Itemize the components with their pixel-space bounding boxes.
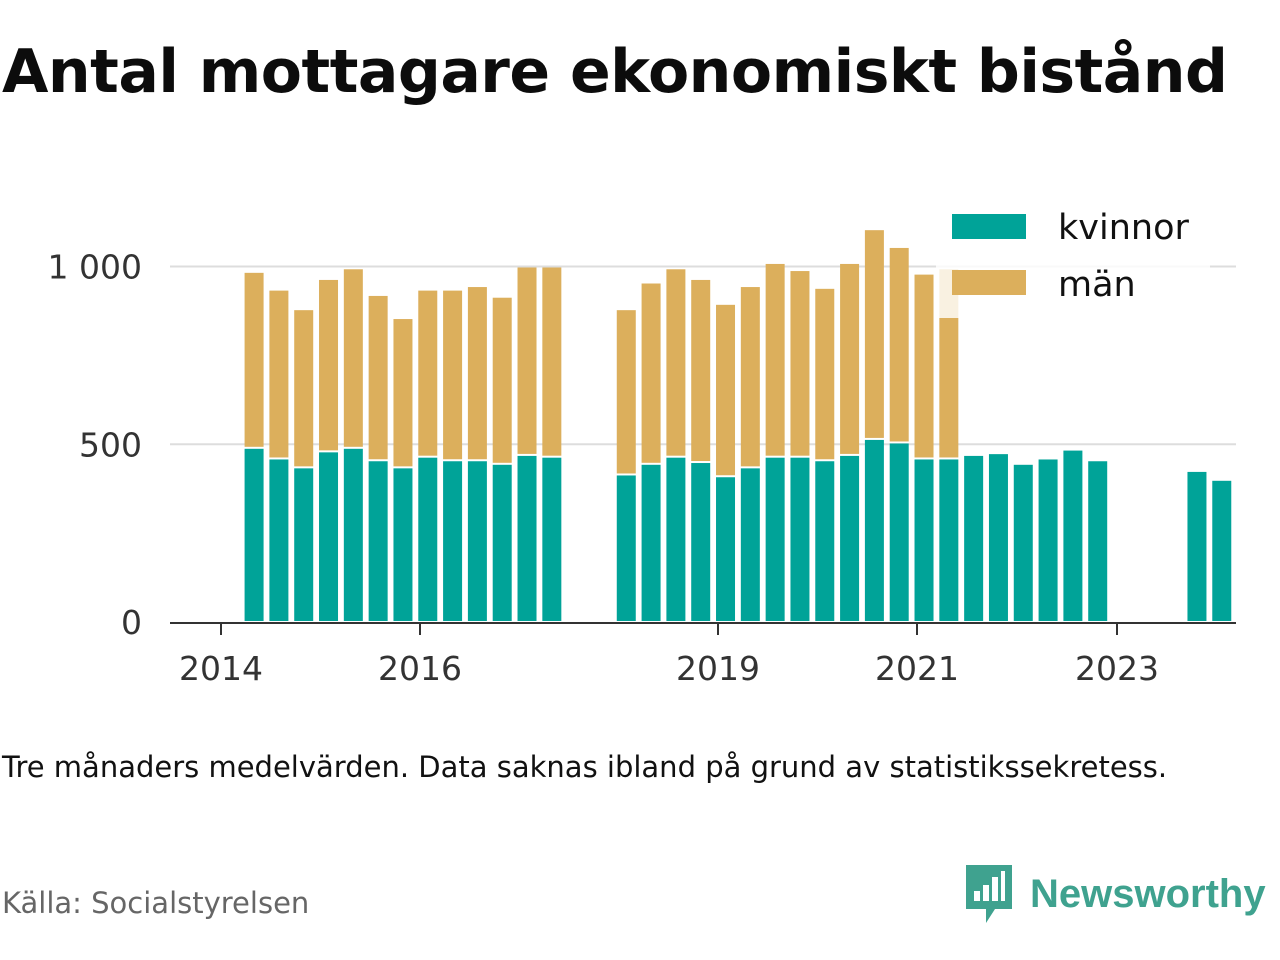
bar-man (765, 263, 785, 456)
legend-swatch-man (952, 270, 1026, 295)
bar-man (641, 283, 661, 463)
bar-man (343, 269, 363, 447)
bar-kvinnor (492, 464, 512, 621)
bar-man (840, 263, 860, 454)
x-tick-label: 2021 (875, 649, 959, 688)
bar-kvinnor (889, 443, 909, 621)
bar-man (319, 279, 339, 451)
bar-man (716, 304, 736, 476)
bar-kvinnor (864, 439, 884, 621)
bar-kvinnor (815, 461, 835, 621)
bar-kvinnor (343, 448, 363, 621)
axes: 0 500 1 000 2014 2016 2019 2021 2023 (48, 248, 1236, 688)
bar-kvinnor (517, 455, 537, 621)
bar-man (691, 279, 711, 462)
bar-kvinnor (244, 448, 264, 621)
bar-man (740, 287, 760, 467)
bar-kvinnor (939, 459, 959, 621)
bar-kvinnor (616, 475, 636, 621)
bar-kvinnor (467, 461, 487, 621)
bar-kvinnor (691, 463, 711, 621)
y-tick-label: 1 000 (48, 248, 142, 287)
bar-kvinnor (716, 477, 736, 621)
bar-kvinnor (319, 452, 339, 621)
bar-man (443, 290, 463, 460)
bar-man (542, 267, 562, 456)
bar-kvinnor (393, 468, 413, 621)
bar-kvinnor (790, 457, 810, 621)
bar-man (492, 297, 512, 463)
bar-kvinnor (418, 457, 438, 621)
legend-label-man: män (1058, 265, 1136, 305)
bar-man (666, 269, 686, 456)
bar-man (418, 290, 438, 456)
bar-man (517, 267, 537, 454)
source-label: Källa: Socialstyrelsen (2, 886, 310, 920)
bar-man (790, 271, 810, 456)
bar-man (368, 295, 388, 460)
x-tick-label: 2019 (676, 649, 760, 688)
bar-kvinnor (1212, 480, 1232, 621)
y-tick-label: 0 (121, 603, 142, 642)
bar-kvinnor (666, 457, 686, 621)
bar-man (467, 287, 487, 460)
bar-man (393, 319, 413, 467)
bar-man (889, 247, 909, 442)
bar-kvinnor (1038, 459, 1058, 621)
chart-title: Antal mottagare ekonomiskt bistånd (2, 37, 1228, 107)
y-tick-label: 500 (79, 425, 142, 464)
bar-kvinnor (740, 468, 760, 621)
bar-kvinnor (1187, 471, 1207, 621)
legend-swatch-kvinnor (952, 214, 1026, 239)
stacked-bar-chart: 0 500 1 000 2014 2016 2019 2021 2023 kvinnor mä… (48, 204, 1236, 688)
bar-man (914, 274, 934, 458)
bar-kvinnor (542, 457, 562, 621)
x-tick-label: 2023 (1075, 649, 1159, 688)
legend: kvinnor män (936, 204, 1210, 318)
bar-kvinnor (641, 464, 661, 621)
newsworthy-logo-icon (966, 865, 1012, 923)
bar-man (815, 288, 835, 460)
x-tick-label: 2014 (179, 649, 263, 688)
bar-kvinnor (443, 461, 463, 621)
bar-man (294, 310, 314, 467)
bar-kvinnor (368, 461, 388, 621)
x-tick-label: 2016 (378, 649, 462, 688)
bar-man (616, 310, 636, 474)
legend-label-kvinnor: kvinnor (1058, 208, 1189, 248)
bar-kvinnor (1063, 450, 1083, 621)
bar-group (244, 230, 1232, 621)
chart-note: Tre månaders medelvärden. Data saknas ib… (2, 750, 1168, 784)
bar-kvinnor (840, 455, 860, 621)
bar-kvinnor (1013, 464, 1033, 621)
brand-logo: Newsworthy (964, 862, 1266, 926)
bar-kvinnor (914, 459, 934, 621)
bar-kvinnor (1088, 461, 1108, 621)
bar-kvinnor (964, 455, 984, 621)
bar-kvinnor (269, 459, 289, 621)
brand-name: Newsworthy (1030, 871, 1266, 916)
bar-man (269, 290, 289, 458)
bar-kvinnor (765, 457, 785, 621)
bar-man (864, 230, 884, 438)
bar-kvinnor (294, 468, 314, 621)
bar-kvinnor (988, 454, 1008, 621)
bar-man (244, 272, 264, 447)
